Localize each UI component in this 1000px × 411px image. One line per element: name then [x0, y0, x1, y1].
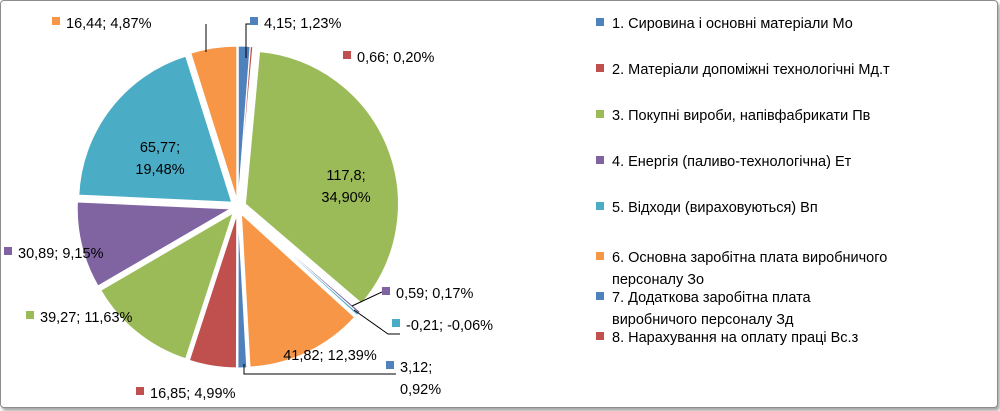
pie-slice-2 — [238, 45, 254, 200]
data-label-1: 4,15; 1,23% — [264, 16, 341, 32]
data-labels: 4,15; 1,23% 0,66; 0,20% 117,8; 34,90% 0,59; … — [4, 16, 493, 402]
label-key-1 — [250, 17, 258, 25]
label-key-10 — [4, 247, 12, 255]
label-key-12 — [52, 17, 60, 25]
data-label-3: 117,8; 34,90% — [321, 168, 370, 206]
legend-key-3 — [596, 110, 604, 118]
legend-key-1 — [596, 18, 604, 26]
leader-lines — [205, 23, 400, 375]
legend-key-2 — [596, 64, 604, 72]
leader-line-4 — [351, 291, 383, 307]
legend-entry-5: 5. Відходи (вираховуються) Вп — [612, 200, 818, 216]
legend-entry-2: 2. Матеріали допоміжні технологічні Мд.т — [612, 62, 890, 78]
leader-line-5 — [353, 309, 400, 335]
legend-key-7 — [596, 292, 604, 300]
data-label-11: 65,77; 19,48% — [135, 140, 184, 178]
legend-entry-7: 7. Додаткова заробітна плата виробничого … — [612, 290, 812, 328]
pie-slice-6 — [240, 213, 356, 368]
pie-slice-7 — [237, 214, 248, 369]
legend-key-6 — [596, 252, 604, 260]
data-label-4: 0,59; 0,17% — [396, 286, 473, 302]
data-label-5: -0,21; -0,06% — [406, 318, 493, 334]
data-label-6: 41,82; 12,39% — [283, 348, 377, 364]
label-key-5 — [392, 319, 400, 327]
pie-slice-9 — [100, 212, 234, 360]
data-label-8: 16,85; 4,99% — [150, 386, 236, 402]
data-label-9: 39,27; 11,63% — [40, 310, 133, 326]
legend-key-5 — [596, 202, 604, 210]
pie-slices — [76, 45, 399, 369]
legend-entry-8: 8. Нарахування на оплату праці Вс.з — [612, 330, 859, 346]
pie-slice-12 — [190, 45, 238, 200]
pie-slice-11 — [78, 55, 233, 203]
legend-entry-3: 3. Покупні вироби, напівфабрикати Пв — [612, 108, 871, 124]
label-key-8 — [136, 387, 144, 395]
legend: 1. Сировина і основні матеріали Мо 2. Мат… — [596, 16, 890, 346]
label-key-9 — [26, 311, 34, 319]
label-key-2 — [343, 51, 351, 59]
label-key-4 — [382, 287, 390, 295]
legend-entry-6: 6. Основна заробітна плата виробничого пе… — [612, 250, 887, 288]
pie-slice-10 — [76, 201, 232, 287]
legend-entry-4: 4. Енергія (паливо-технологічна) Ет — [612, 154, 852, 170]
data-label-10: 30,89; 9,15% — [18, 246, 104, 262]
data-label-2: 0,66; 0,20% — [357, 50, 434, 66]
legend-entry-1: 1. Сировина і основні матеріали Мо — [612, 16, 853, 32]
label-key-7 — [386, 361, 394, 369]
pie-slice-3 — [244, 51, 399, 305]
data-label-7: 3,12; 0,92% — [400, 360, 441, 398]
leader-line-7 — [243, 364, 396, 375]
legend-key-8 — [596, 332, 604, 340]
legend-key-4 — [596, 156, 604, 164]
data-label-12: 16,44; 4,87% — [66, 16, 152, 32]
pie-slice-8 — [188, 214, 238, 369]
